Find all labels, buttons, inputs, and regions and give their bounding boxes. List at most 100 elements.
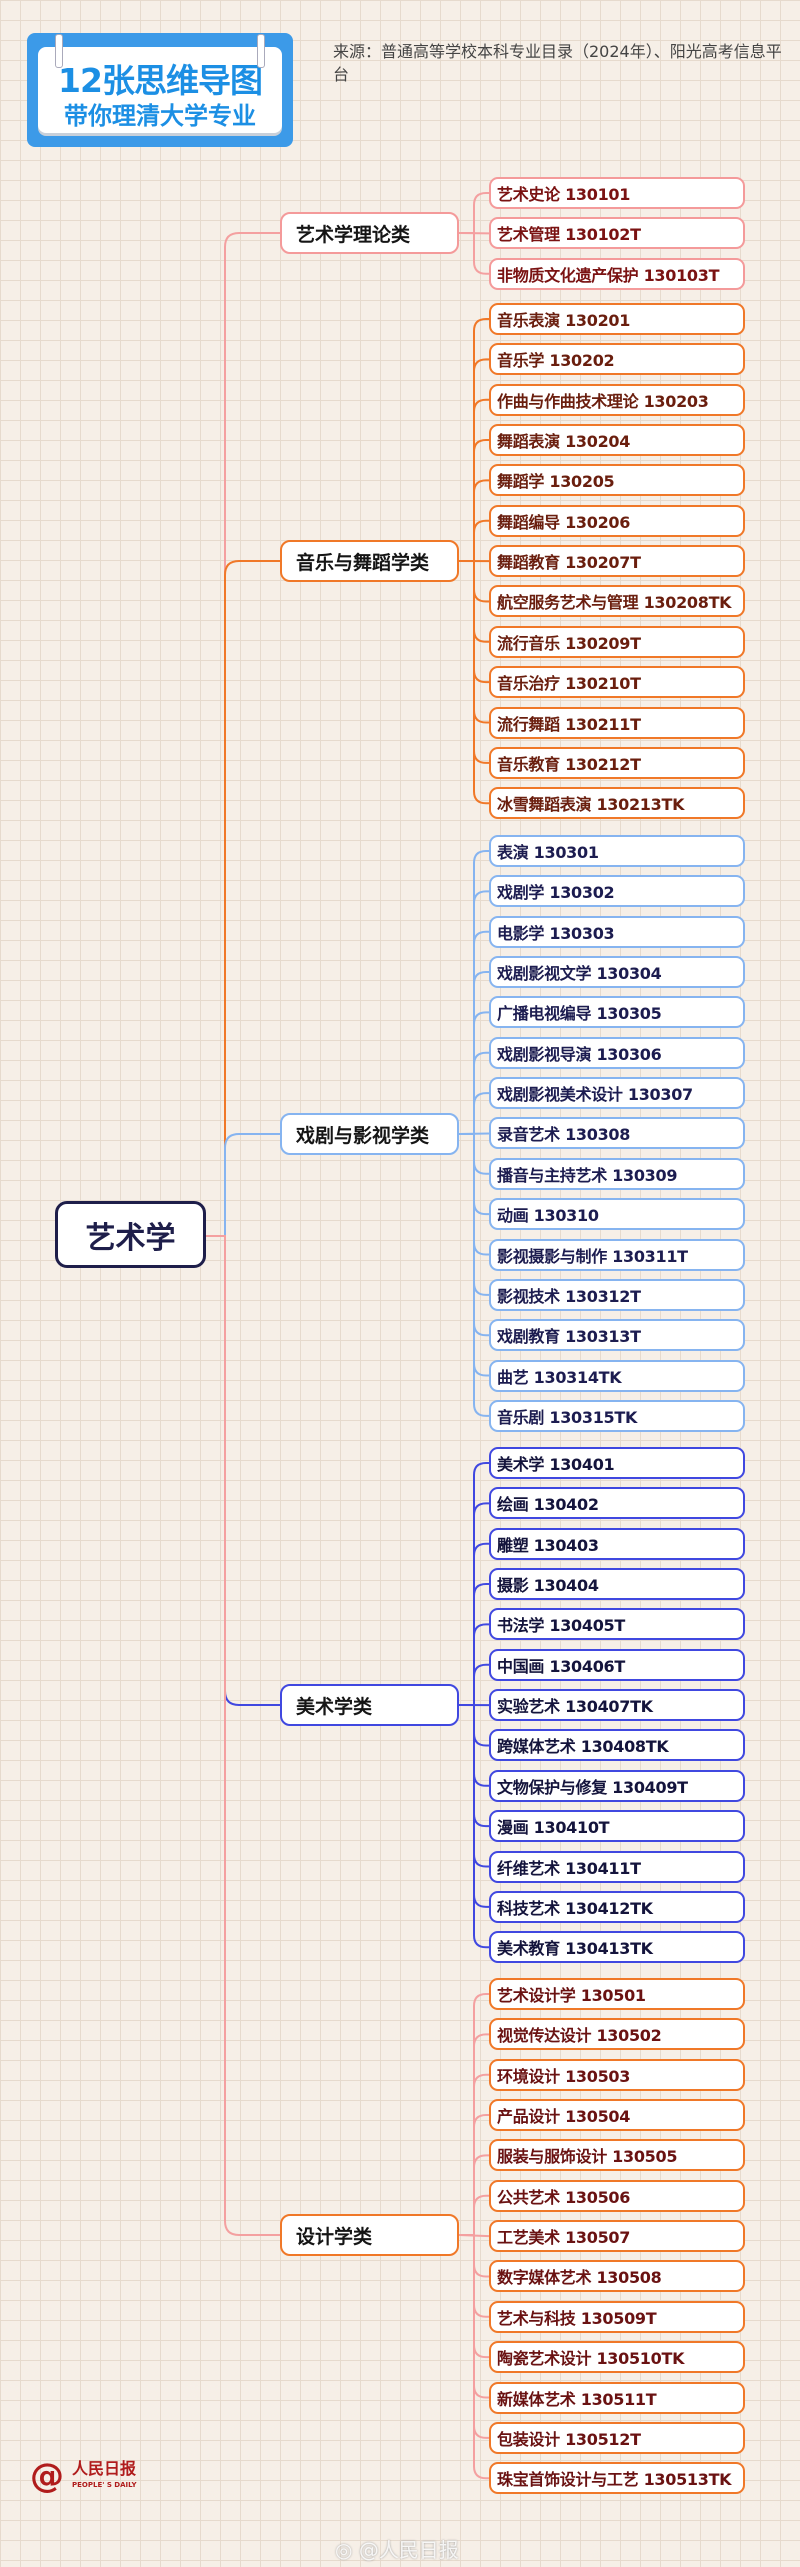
root-to-category-line	[206, 1133, 280, 1237]
category-node: 音乐与舞蹈学类	[280, 540, 459, 582]
category-node: 戏剧与影视学类	[280, 1113, 459, 1155]
category-to-leaf-line	[459, 2154, 489, 2236]
major-leaf-node: 跨媒体艺术 130408TK	[489, 1729, 745, 1762]
major-leaf-node: 环境设计 130503	[489, 2058, 745, 2091]
major-leaf-node: 动画 130310	[489, 1198, 745, 1231]
major-leaf-node: 漫画 130410T	[489, 1810, 745, 1843]
root-to-category-line	[206, 1235, 280, 2236]
category-to-leaf-line	[459, 1704, 489, 1949]
weibo-icon: ◎	[335, 2538, 353, 2562]
category-to-leaf-line	[459, 890, 489, 1135]
category-to-leaf-line	[459, 2033, 489, 2236]
major-leaf-node: 舞蹈教育 130207T	[489, 545, 745, 578]
root-to-category-line	[206, 1235, 280, 1706]
category-to-leaf-line	[459, 560, 489, 805]
major-leaf-node: 音乐治疗 130210T	[489, 666, 745, 699]
major-leaf-node: 新媒体艺术 130511T	[489, 2381, 745, 2414]
major-leaf-node: 美术学 130401	[489, 1447, 745, 1479]
major-leaf-node: 书法学 130405T	[489, 1608, 745, 1641]
binder-ring-icon	[55, 34, 63, 68]
category-to-leaf-line	[459, 439, 489, 562]
major-leaf-node: 戏剧影视美术设计 130307	[489, 1077, 745, 1110]
category-to-leaf-line	[459, 1663, 489, 1706]
category-to-leaf-line	[459, 2234, 489, 2480]
root-node: 艺术学	[55, 1201, 206, 1268]
major-leaf-node: 作曲与作曲技术理论 130203	[489, 383, 745, 416]
major-leaf-node: 纤维艺术 130411T	[489, 1850, 745, 1883]
category-to-leaf-line	[459, 1133, 489, 1417]
major-leaf-node: 舞蹈编导 130206	[489, 504, 745, 537]
category-to-leaf-line	[459, 192, 489, 234]
major-leaf-node: 美术教育 130413TK	[489, 1931, 745, 1964]
logo-cn: 人民日报	[72, 2459, 137, 2478]
category-node: 美术学类	[280, 1684, 459, 1726]
category-to-leaf-line	[459, 398, 489, 562]
category-to-leaf-line	[459, 2073, 489, 2236]
major-leaf-node: 中国画 130406T	[489, 1648, 745, 1681]
major-leaf-node: 艺术设计学 130501	[489, 1978, 745, 2010]
major-leaf-node: 包装设计 130512T	[489, 2421, 745, 2454]
category-to-leaf-line	[459, 850, 489, 1135]
category-to-leaf-line	[459, 930, 489, 1135]
major-leaf-node: 音乐表演 130201	[489, 303, 745, 335]
root-to-category-line	[206, 232, 280, 1237]
major-leaf-node: 陶瓷艺术设计 130510TK	[489, 2341, 745, 2374]
category-to-leaf-line	[459, 232, 489, 275]
weibo-watermark: ◎ @人民日报	[335, 2534, 459, 2563]
major-leaf-node: 电影学 130303	[489, 915, 745, 948]
major-leaf-node: 实验艺术 130407TK	[489, 1689, 745, 1722]
major-leaf-node: 曲艺 130314TK	[489, 1359, 745, 1392]
binder-ring-icon	[257, 34, 265, 68]
major-leaf-node: 影视摄影与制作 130311T	[489, 1238, 745, 1271]
category-to-leaf-line	[459, 519, 489, 562]
major-leaf-node: 艺术与科技 130509T	[489, 2300, 745, 2333]
category-to-leaf-line	[459, 2114, 489, 2236]
major-leaf-node: 播音与主持艺术 130309	[489, 1157, 745, 1190]
root-to-category-line	[206, 560, 280, 1237]
major-leaf-node: 戏剧教育 130313T	[489, 1319, 745, 1352]
category-to-leaf-line	[459, 1092, 489, 1135]
category-to-leaf-line	[459, 1583, 489, 1706]
major-leaf-node: 戏剧学 130302	[489, 875, 745, 908]
category-to-leaf-line	[459, 1542, 489, 1706]
category-to-leaf-line	[459, 358, 489, 562]
major-leaf-node: 非物质文化遗产保护 130103T	[489, 257, 745, 290]
major-leaf-node: 摄影 130404	[489, 1568, 745, 1601]
major-leaf-node: 珠宝首饰设计与工艺 130513TK	[489, 2462, 745, 2495]
major-leaf-node: 音乐学 130202	[489, 343, 745, 376]
major-leaf-node: 录音艺术 130308	[489, 1117, 745, 1150]
category-to-leaf-line	[459, 971, 489, 1135]
category-node: 设计学类	[280, 2214, 459, 2256]
major-leaf-node: 音乐教育 130212T	[489, 746, 745, 779]
major-leaf-node: 艺术史论 130101	[489, 177, 745, 209]
major-leaf-node: 绘画 130402	[489, 1487, 745, 1520]
category-to-leaf-line	[459, 1502, 489, 1706]
major-leaf-node: 艺术管理 130102T	[489, 217, 745, 250]
title-line2: 带你理清大学专业	[64, 102, 256, 130]
major-leaf-node: 航空服务艺术与管理 130208TK	[489, 585, 745, 618]
category-node: 艺术学理论类	[280, 212, 459, 254]
major-leaf-node: 视觉传达设计 130502	[489, 2018, 745, 2051]
major-leaf-node: 舞蹈学 130205	[489, 464, 745, 497]
title-line1: 12张思维导图	[58, 61, 263, 100]
major-leaf-node: 影视技术 130312T	[489, 1278, 745, 1311]
major-leaf-node: 音乐剧 130315TK	[489, 1399, 745, 1432]
at-icon: @	[30, 2456, 64, 2496]
major-leaf-node: 戏剧影视导演 130306	[489, 1036, 745, 1069]
category-to-leaf-line	[459, 1051, 489, 1135]
category-to-leaf-line	[459, 318, 489, 562]
source-text: 来源：普通高等学校本科专业目录（2024年）、阳光高考信息平台	[333, 42, 782, 84]
title-card: 12张思维导图 带你理清大学专业	[27, 33, 293, 147]
major-leaf-node: 科技艺术 130412TK	[489, 1890, 745, 1923]
category-to-leaf-line	[459, 479, 489, 562]
peoples-daily-logo: @ 人民日报 PEOPLE' S DAILY	[30, 2458, 170, 2498]
major-leaf-node: 数字媒体艺术 130508	[489, 2260, 745, 2293]
major-leaf-node: 公共艺术 130506	[489, 2179, 745, 2212]
major-leaf-node: 流行音乐 130209T	[489, 625, 745, 658]
major-leaf-node: 冰雪舞蹈表演 130213TK	[489, 787, 745, 820]
category-to-leaf-line	[459, 1623, 489, 1706]
major-leaf-node: 戏剧影视文学 130304	[489, 956, 745, 989]
major-leaf-node: 流行舞蹈 130211T	[489, 706, 745, 739]
category-to-leaf-line	[459, 1011, 489, 1135]
